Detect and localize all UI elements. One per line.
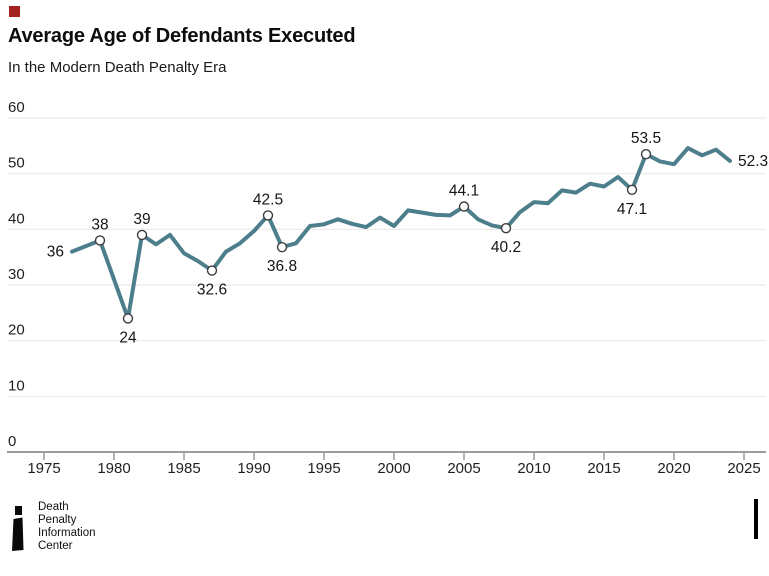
point-marker: [94, 235, 106, 246]
x-tick-label: 1975: [27, 460, 60, 477]
point-value-label: 42.5: [253, 191, 283, 208]
point-value-label: 53.5: [631, 130, 661, 147]
point-value-label: 32.6: [197, 282, 227, 299]
logo-line: Death: [38, 501, 69, 513]
x-tick-label: 2025: [727, 460, 760, 477]
point-marker: [458, 201, 470, 212]
chart-title: Average Age of Defendants Executed: [8, 25, 356, 47]
page-edge-mark: [754, 499, 758, 539]
point-value-label: 52.3: [738, 153, 768, 170]
brand-accent-square: [9, 6, 20, 17]
logo-line: Center: [38, 540, 73, 552]
x-tick-label: 1985: [167, 460, 200, 477]
point-value-label: 24: [119, 329, 137, 346]
y-tick-label: 40: [8, 210, 25, 227]
y-tick-label: 0: [8, 433, 16, 450]
point-marker: [276, 241, 288, 253]
x-tick-label: 1990: [237, 460, 270, 477]
point-marker: [640, 148, 652, 160]
y-tick-label: 50: [8, 155, 25, 172]
point-marker: [500, 223, 512, 234]
x-tick-label: 2020: [657, 460, 690, 477]
x-tick-label: 2010: [517, 460, 550, 477]
x-tick-label: 1995: [307, 460, 340, 477]
point-value-label: 44.1: [449, 183, 479, 200]
point-marker: [626, 184, 638, 196]
point-marker: [262, 210, 274, 221]
x-tick-label: 1980: [97, 460, 130, 477]
y-tick-label: 20: [8, 322, 25, 339]
chart-subtitle: In the Modern Death Penalty Era: [8, 59, 227, 76]
y-tick-label: 60: [8, 99, 25, 116]
x-tick-label: 2015: [587, 460, 620, 477]
dpic-i-mark-icon: [12, 506, 24, 551]
trend-line: [70, 146, 732, 321]
point-marker: [122, 313, 134, 324]
logo-line: Penalty: [38, 514, 77, 526]
point-value-label: 36.8: [267, 258, 297, 275]
point-value-label: 38: [91, 216, 108, 233]
point-value-label: 40.2: [491, 239, 521, 256]
point-value-label: 36: [47, 244, 64, 261]
point-value-label: 39: [133, 211, 150, 228]
point-value-label: 47.1: [617, 201, 647, 218]
y-tick-label: 30: [8, 266, 25, 283]
y-tick-label: 10: [8, 377, 25, 394]
point-marker: [136, 229, 148, 241]
logo-line: Information: [38, 527, 96, 539]
point-marker: [206, 265, 218, 276]
x-tick-label: 2005: [447, 460, 480, 477]
x-tick-label: 2000: [377, 460, 410, 477]
dpic-logo: Death Penalty Information Center: [10, 501, 96, 553]
dpic-logo-text: Death Penalty Information Center: [38, 501, 96, 553]
